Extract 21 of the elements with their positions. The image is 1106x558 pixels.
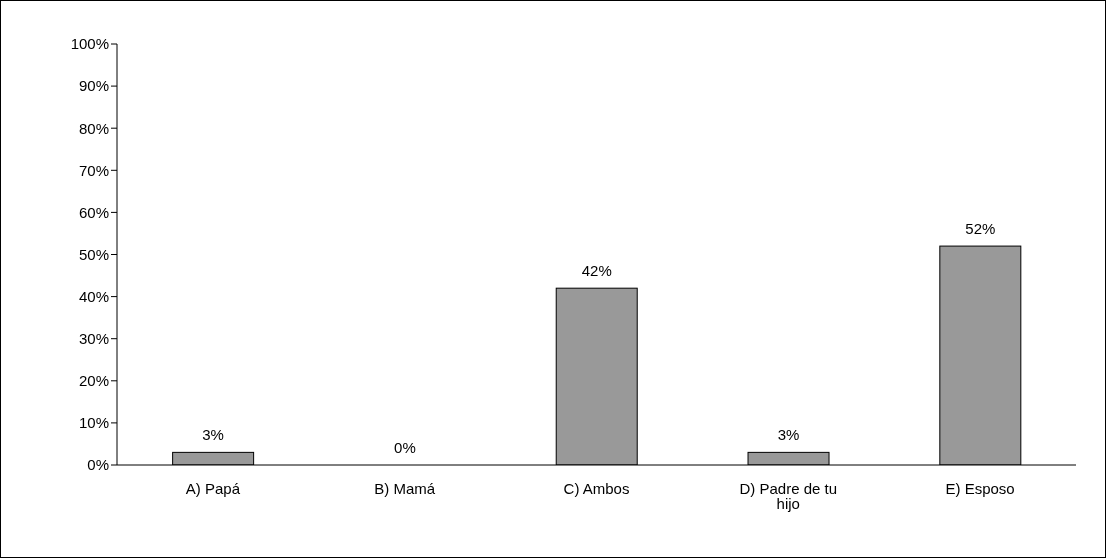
data-label: 3% xyxy=(777,426,800,444)
data-label: 3% xyxy=(202,426,224,444)
x-tick-label: A) Papá xyxy=(185,479,241,497)
x-tick-label: C) Ambos xyxy=(563,479,630,497)
x-tick-label: E) Esposo xyxy=(945,479,1015,497)
y-tick-label: 60% xyxy=(78,203,109,221)
y-tick-label: 90% xyxy=(78,77,109,95)
y-tick-label: 80% xyxy=(78,119,109,137)
y-tick-label: 50% xyxy=(78,245,109,263)
y-tick-label: 40% xyxy=(78,287,109,305)
y-tick-label: 0% xyxy=(87,456,109,474)
y-tick-label: 30% xyxy=(78,330,109,348)
y-tick-label: 20% xyxy=(78,372,109,390)
x-tick-label: B) Mamá xyxy=(374,479,436,497)
x-tick-label: D) Padre de tu hijo xyxy=(739,479,838,512)
y-tick-label: 10% xyxy=(78,414,109,432)
y-tick-label: 100% xyxy=(70,35,109,53)
y-tick-label: 70% xyxy=(78,161,109,179)
data-label: 42% xyxy=(581,262,612,280)
data-label: 52% xyxy=(965,220,996,238)
data-label: 0% xyxy=(394,439,416,456)
